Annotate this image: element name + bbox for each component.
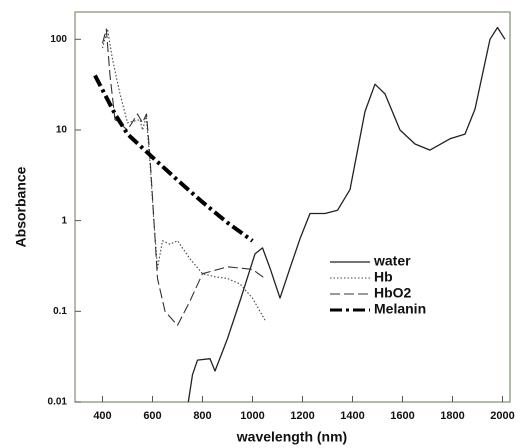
series-line — [187, 26, 506, 403]
x-tick-label: 1400 — [340, 410, 364, 422]
x-tick-label: 1000 — [240, 410, 264, 422]
y-axis-label: Absorbance — [13, 166, 29, 247]
series-line — [101, 28, 266, 321]
x-tick-label: 1600 — [390, 410, 414, 422]
x-tick-label: 2000 — [490, 410, 514, 422]
y-tick-label: 10 — [56, 125, 68, 136]
x-tick-label: 1800 — [440, 410, 464, 422]
legend-label: water — [373, 253, 411, 269]
y-tick-label: 1 — [61, 215, 67, 226]
y-tick-label: 100 — [50, 34, 67, 45]
series-line — [101, 28, 266, 326]
legend-label: Melanin — [374, 301, 426, 317]
legend-label: HbO2 — [374, 285, 412, 301]
series-line — [93, 74, 254, 243]
y-tick-label: 0.01 — [48, 397, 68, 408]
x-tick-label: 1200 — [290, 410, 314, 422]
x-tick-label: 400 — [93, 410, 111, 422]
x-axis-label: wavelength (nm) — [236, 429, 347, 445]
x-tick-label: 800 — [193, 410, 211, 422]
legend-label: Hb — [374, 269, 393, 285]
plot-frame — [74, 11, 511, 403]
x-tick-label: 600 — [143, 410, 161, 422]
y-tick-label: 0.1 — [53, 306, 67, 317]
